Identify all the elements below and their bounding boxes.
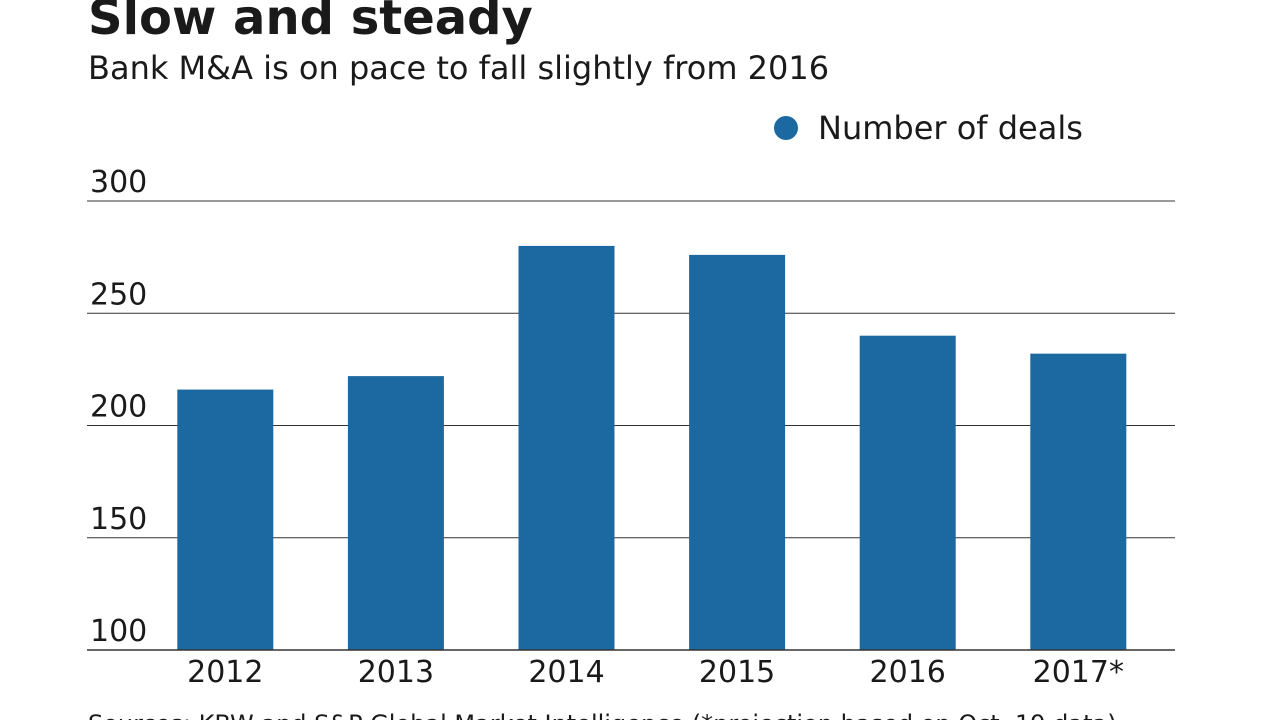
legend-label: Number of deals	[818, 109, 1083, 147]
x-tick-label: 2013	[358, 655, 434, 690]
bar	[859, 335, 956, 650]
y-tick-label: 200	[90, 390, 147, 425]
y-tick-label: 100	[90, 614, 147, 649]
y-tick-label: 150	[90, 502, 147, 537]
bar	[689, 254, 786, 650]
x-tick-label: 2014	[528, 655, 604, 690]
bar	[518, 245, 615, 650]
legend-marker	[774, 116, 798, 140]
x-tick-label: 2017*	[1033, 655, 1124, 690]
y-tick-label: 250	[90, 277, 147, 312]
bar	[347, 376, 444, 650]
x-tick-label: 2016	[870, 655, 946, 690]
x-tick-label: 2012	[187, 655, 263, 690]
x-tick-label: 2015	[699, 655, 775, 690]
chart-subtitle: Bank M&A is on pace to fall slightly fro…	[88, 49, 829, 87]
bar	[177, 389, 274, 650]
chart-title: Slow and steady	[88, 0, 533, 46]
source-note: Sources: KBW and S&P Global Market Intel…	[88, 710, 1117, 720]
y-tick-label: 300	[90, 165, 147, 200]
bar	[1030, 353, 1127, 650]
